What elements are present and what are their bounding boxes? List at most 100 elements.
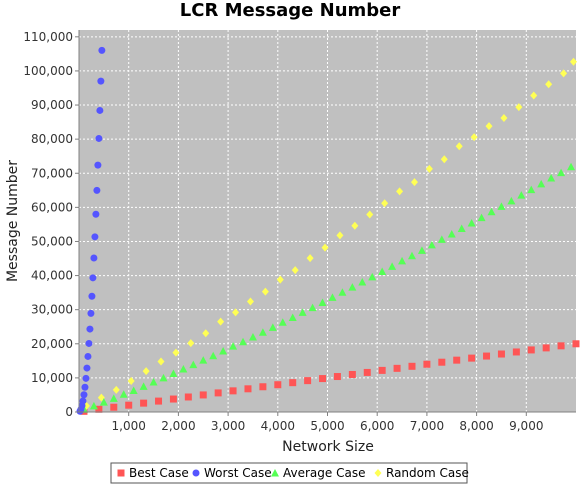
series-layer xyxy=(76,46,580,415)
legend-item-best-case: Best Case xyxy=(117,466,189,480)
best-case-point xyxy=(512,348,520,356)
x-tick-label: 9,000 xyxy=(509,419,543,433)
chart-title: LCR Message Number xyxy=(180,0,401,21)
best-case-point xyxy=(527,346,535,354)
average-case-point xyxy=(318,298,327,307)
axes: 1,000 2,000 3,000 4,000 5,000 6,000 7,000 8,000… xyxy=(23,30,576,433)
random-case-point xyxy=(570,57,578,66)
random-case-point xyxy=(321,243,329,252)
y-tick-label: 40,000 xyxy=(31,269,73,283)
best-case-point xyxy=(184,393,192,401)
average-case-point xyxy=(89,401,98,410)
legend-label: Best Case xyxy=(129,466,189,480)
worst-case-point xyxy=(83,364,91,372)
worst-case-point xyxy=(92,210,100,218)
average-case-point xyxy=(348,283,357,291)
average-case-point xyxy=(219,346,228,355)
worst-case-point xyxy=(82,374,90,382)
y-tick-label: 30,000 xyxy=(31,303,73,317)
best-case-point xyxy=(378,366,386,374)
worst-case-point xyxy=(96,106,104,114)
average-case-point xyxy=(99,398,108,406)
average-case-point xyxy=(497,202,506,210)
x-axis-label: Network Size xyxy=(282,439,374,455)
worst-case-point xyxy=(89,274,97,282)
average-case-point xyxy=(437,235,446,243)
legend-item-average-case: Average Case xyxy=(271,466,365,480)
random-case-point xyxy=(306,254,314,263)
x-tick-label: 7,000 xyxy=(410,419,444,433)
x-tick-label: 5,000 xyxy=(310,419,344,433)
best-case-point xyxy=(483,352,491,360)
average-case-point xyxy=(447,229,456,238)
worst-case-point xyxy=(86,325,94,333)
worst-case-point xyxy=(87,309,95,317)
worst-case-point xyxy=(85,339,93,347)
series-average-case xyxy=(79,162,576,413)
best-case-point xyxy=(393,364,401,372)
best-case-point xyxy=(408,362,416,370)
random-case-point xyxy=(545,80,553,89)
x-tick-label: 4,000 xyxy=(261,419,295,433)
best-case-point xyxy=(319,375,327,383)
series-worst-case xyxy=(76,46,106,415)
y-tick-label: 100,000 xyxy=(23,64,73,78)
best-case-point xyxy=(453,356,461,364)
average-case-point xyxy=(119,390,128,398)
best-case-point xyxy=(438,358,446,366)
random-case-point xyxy=(366,210,374,219)
plot-area xyxy=(79,30,576,412)
worst-case-point xyxy=(91,233,99,241)
y-tick-label: 50,000 xyxy=(31,234,73,248)
grid-lines xyxy=(79,30,576,412)
average-case-point xyxy=(149,377,158,386)
average-case-point xyxy=(487,207,496,216)
y-tick-label: 110,000 xyxy=(23,30,73,44)
best-case-point xyxy=(140,399,148,407)
random-case-point xyxy=(291,266,299,275)
random-case-point xyxy=(157,357,165,366)
x-tick-label: 3,000 xyxy=(211,419,245,433)
average-case-point xyxy=(427,240,436,249)
average-case-point xyxy=(368,272,377,281)
average-case-point xyxy=(248,332,257,341)
best-case-point xyxy=(289,379,297,387)
x-tick-label: 1,000 xyxy=(112,419,146,433)
best-case-point xyxy=(497,350,505,358)
average-case-point xyxy=(398,256,407,265)
random-case-point xyxy=(187,339,195,348)
legend-item-random-case: Random Case xyxy=(374,466,469,480)
random-case-point xyxy=(217,317,225,326)
average-case-point xyxy=(278,318,287,326)
average-case-point xyxy=(298,308,307,316)
best-case-point xyxy=(304,377,312,385)
average-case-point xyxy=(209,351,218,360)
random-case-point xyxy=(396,187,404,196)
average-case-point xyxy=(557,168,566,177)
legend-marker xyxy=(192,469,200,477)
random-case-point xyxy=(127,376,135,385)
legend-item-worst-case: Worst Case xyxy=(192,466,272,480)
random-case-point xyxy=(261,287,269,296)
y-tick-label: 0 xyxy=(65,405,73,419)
random-case-point xyxy=(560,69,568,78)
average-case-point xyxy=(457,224,466,233)
x-tick-label: 6,000 xyxy=(360,419,394,433)
random-case-point xyxy=(336,231,344,240)
best-case-point xyxy=(468,354,476,362)
average-case-point xyxy=(527,185,536,194)
best-case-point xyxy=(214,389,222,397)
average-case-point xyxy=(417,246,426,254)
best-case-point xyxy=(557,342,565,350)
average-case-point xyxy=(338,288,347,296)
worst-case-point xyxy=(90,254,98,262)
worst-case-point xyxy=(81,383,89,391)
random-case-point xyxy=(172,348,180,357)
random-case-point xyxy=(425,164,433,173)
legend-label: Worst Case xyxy=(204,466,272,480)
legend-box xyxy=(110,462,468,484)
random-case-point xyxy=(530,91,538,100)
best-case-point xyxy=(155,397,163,405)
best-case-point xyxy=(572,340,580,348)
